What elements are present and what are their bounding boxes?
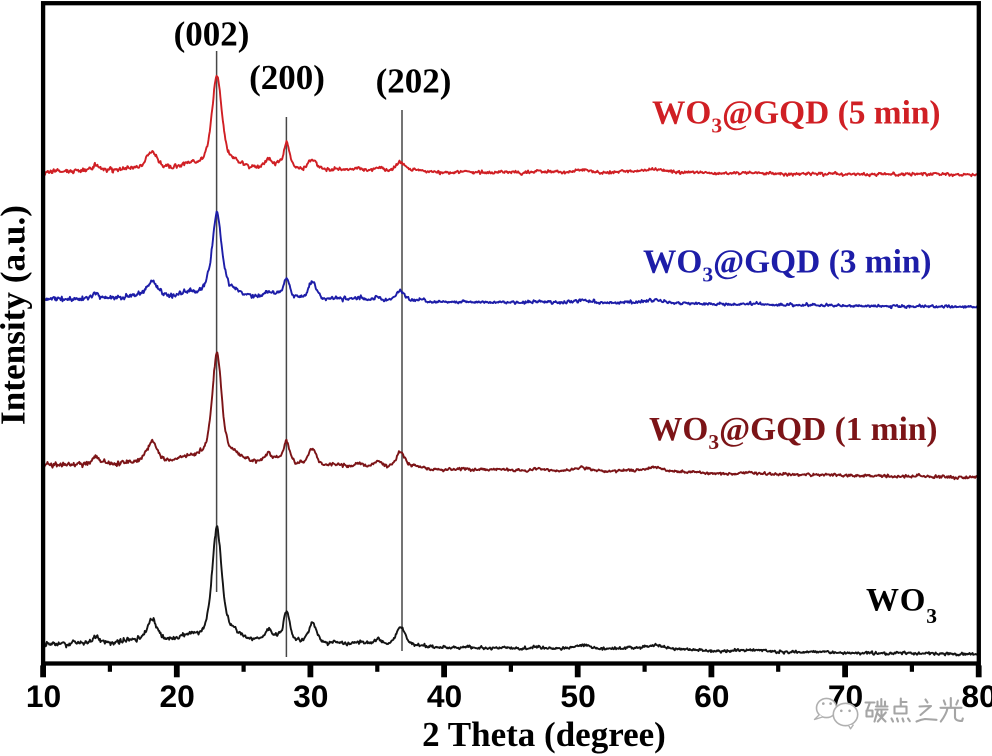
svg-text:30: 30	[293, 678, 328, 714]
svg-text:40: 40	[427, 678, 462, 714]
svg-text:WO3@GQD (1 min): WO3@GQD (1 min)	[649, 411, 938, 454]
svg-text:(202): (202)	[376, 62, 452, 101]
svg-text:WO3@GQD (5 min): WO3@GQD (5 min)	[652, 95, 941, 138]
svg-text:10: 10	[26, 678, 61, 714]
svg-text:(002): (002)	[174, 15, 250, 54]
svg-text:(200): (200)	[249, 58, 325, 97]
svg-text:WO3@GQD (3 min): WO3@GQD (3 min)	[643, 244, 932, 287]
svg-text:2 Theta (degree): 2 Theta (degree)	[422, 715, 666, 754]
svg-text:20: 20	[160, 678, 195, 714]
svg-text:Intensity (a.u.): Intensity (a.u.)	[0, 205, 33, 425]
svg-text:80: 80	[961, 678, 992, 714]
svg-text:60: 60	[694, 678, 729, 714]
svg-text:50: 50	[560, 678, 595, 714]
svg-text:WO3: WO3	[866, 583, 937, 629]
